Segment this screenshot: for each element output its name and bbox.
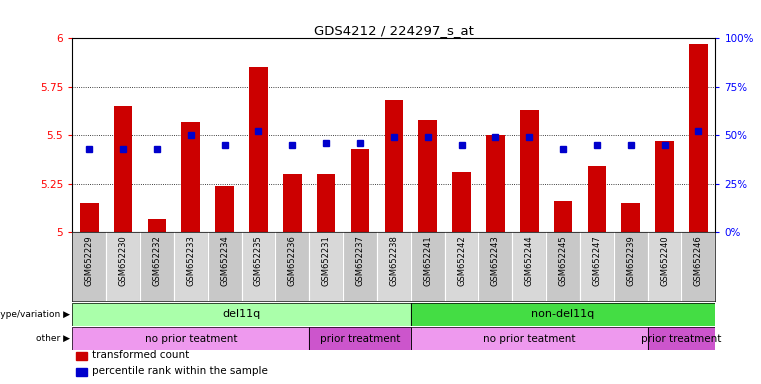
Bar: [241, 232, 275, 301]
Text: other ▶: other ▶: [36, 334, 70, 343]
Text: non-del11q: non-del11q: [531, 309, 594, 319]
Text: GSM652238: GSM652238: [390, 235, 398, 286]
Bar: [689, 44, 708, 232]
Bar: [411, 303, 715, 326]
Bar: [317, 174, 336, 232]
Bar: [215, 186, 234, 232]
Bar: [309, 232, 343, 301]
Bar: [411, 303, 715, 326]
Bar: [106, 232, 140, 301]
Bar: [283, 174, 301, 232]
Text: transformed count: transformed count: [91, 350, 189, 361]
Bar: [479, 232, 512, 301]
Bar: [648, 327, 715, 350]
Bar: [72, 327, 309, 350]
Bar: [580, 232, 614, 301]
Text: GSM652240: GSM652240: [660, 235, 669, 286]
Bar: [622, 203, 640, 232]
Text: GSM652231: GSM652231: [322, 235, 330, 286]
Text: prior treatment: prior treatment: [642, 334, 721, 344]
Bar: [72, 232, 106, 301]
Text: GSM652237: GSM652237: [355, 235, 365, 286]
Bar: [648, 327, 715, 350]
Bar: [452, 172, 471, 232]
Bar: [384, 101, 403, 232]
Text: GSM652234: GSM652234: [220, 235, 229, 286]
Bar: [587, 166, 607, 232]
Bar: [655, 141, 674, 232]
Text: GSM652229: GSM652229: [84, 235, 94, 286]
Bar: [546, 232, 580, 301]
Text: percentile rank within the sample: percentile rank within the sample: [91, 366, 267, 376]
Text: GSM652241: GSM652241: [423, 235, 432, 286]
Text: GSM652242: GSM652242: [457, 235, 466, 286]
Bar: [486, 135, 505, 232]
Bar: [113, 106, 132, 232]
Bar: [411, 327, 648, 350]
Bar: [520, 110, 539, 232]
Bar: [411, 327, 648, 350]
Bar: [419, 120, 437, 232]
Text: GSM652235: GSM652235: [254, 235, 263, 286]
Bar: [309, 327, 411, 350]
Text: GSM652243: GSM652243: [491, 235, 500, 286]
Bar: [554, 201, 572, 232]
Bar: [411, 232, 444, 301]
Bar: [75, 352, 87, 360]
Bar: [148, 219, 166, 232]
Text: del11q: del11q: [222, 309, 260, 319]
Text: no prior teatment: no prior teatment: [145, 334, 237, 344]
Text: GSM652233: GSM652233: [186, 235, 196, 286]
Bar: [648, 232, 682, 301]
Text: GSM652236: GSM652236: [288, 235, 297, 286]
Text: prior treatment: prior treatment: [320, 334, 400, 344]
Text: GSM652232: GSM652232: [152, 235, 161, 286]
Bar: [351, 149, 369, 232]
Bar: [249, 68, 268, 232]
Bar: [377, 232, 411, 301]
Bar: [72, 327, 309, 350]
Text: GSM652246: GSM652246: [694, 235, 703, 286]
Bar: [75, 368, 87, 376]
Text: no prior teatment: no prior teatment: [483, 334, 575, 344]
Bar: [309, 327, 411, 350]
Text: GSM652245: GSM652245: [559, 235, 568, 286]
Text: GSM652230: GSM652230: [119, 235, 128, 286]
Bar: [444, 232, 479, 301]
Bar: [174, 232, 208, 301]
Bar: [208, 232, 241, 301]
Text: GSM652244: GSM652244: [524, 235, 533, 286]
Bar: [80, 203, 98, 232]
Title: GDS4212 / 224297_s_at: GDS4212 / 224297_s_at: [314, 24, 474, 37]
Bar: [512, 232, 546, 301]
Bar: [72, 303, 411, 326]
Bar: [140, 232, 174, 301]
Bar: [614, 232, 648, 301]
Bar: [275, 232, 309, 301]
Bar: [181, 122, 200, 232]
Text: genotype/variation ▶: genotype/variation ▶: [0, 310, 70, 319]
Bar: [682, 232, 715, 301]
Bar: [343, 232, 377, 301]
Bar: [72, 303, 411, 326]
Text: GSM652247: GSM652247: [592, 235, 601, 286]
Text: GSM652239: GSM652239: [626, 235, 635, 286]
